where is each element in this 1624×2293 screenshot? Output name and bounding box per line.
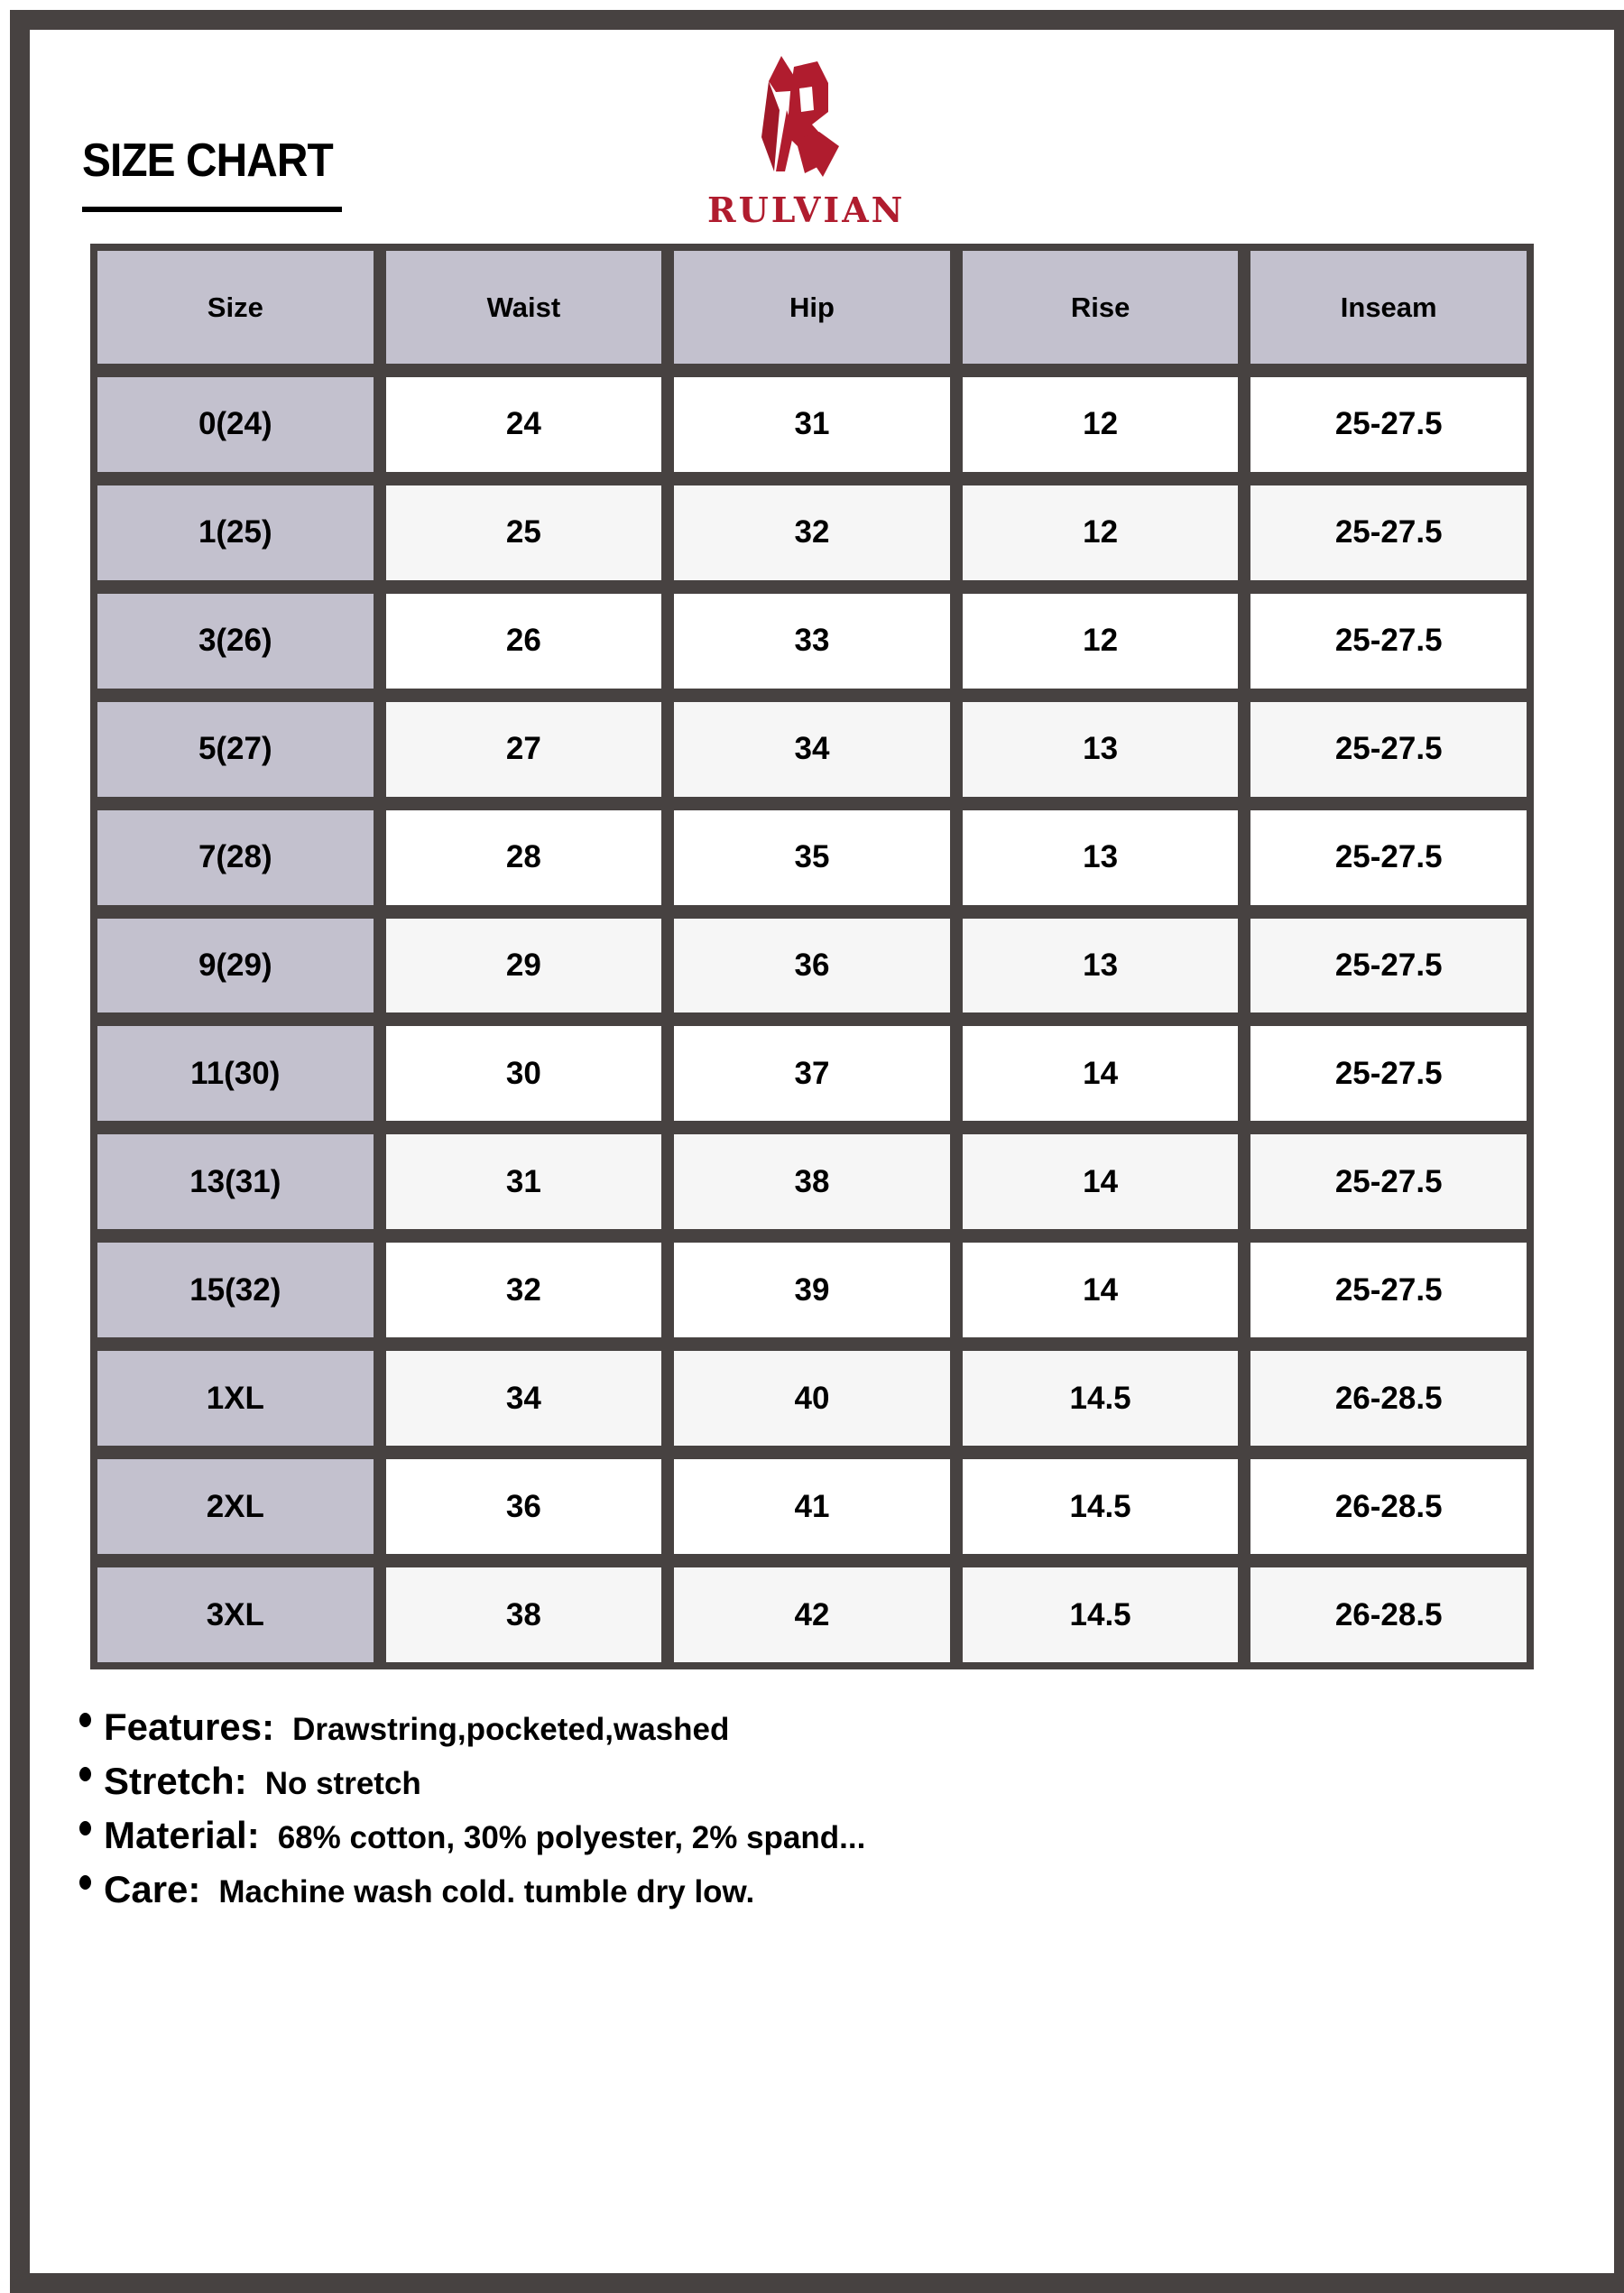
table-cell-waist: 26: [385, 593, 662, 689]
size-chart-table: Size Waist Hip Rise Inseam 0(24) 24 31 12 25-27.5…: [90, 244, 1534, 1669]
table-cell-hip: 38: [674, 1134, 950, 1230]
table-cell-inseam: 25-27.5: [1250, 1026, 1527, 1122]
table-cell-waist: 27: [385, 701, 662, 797]
info-label: Material:: [104, 1814, 260, 1856]
product-info-list: Features: Drawstring,pocketed,washed Stret…: [79, 1706, 865, 1922]
table-cell-rise: 14.5: [962, 1351, 1239, 1447]
table-cell-rise: 14: [962, 1243, 1239, 1338]
info-item: Stretch: No stretch: [79, 1760, 865, 1814]
table-cell-inseam: 25-27.5: [1250, 1134, 1527, 1230]
table-cell-waist: 38: [385, 1567, 662, 1662]
table-cell-hip: 37: [674, 1026, 950, 1122]
table-cell-waist: 24: [385, 377, 662, 472]
info-value: 68% cotton, 30% polyester, 2% spand...: [277, 1820, 866, 1855]
bullet-icon: [79, 1713, 91, 1727]
info-value: Machine wash cold. tumble dry low.: [218, 1874, 755, 1909]
column-header-size: Size: [97, 251, 374, 364]
info-item: Material: 68% cotton, 30% polyester, 2% s…: [79, 1814, 865, 1868]
column-header-rise: Rise: [962, 251, 1239, 364]
table-cell-rise: 14.5: [962, 1459, 1239, 1555]
table-cell-rise: 12: [962, 485, 1239, 580]
table-cell-waist: 31: [385, 1134, 662, 1230]
info-item: Care: Machine wash cold. tumble dry low.: [79, 1868, 865, 1922]
size-label-cell: 3(26): [97, 593, 374, 689]
size-label-cell: 13(31): [97, 1134, 374, 1230]
table-cell-hip: 33: [674, 593, 950, 689]
info-label: Features:: [104, 1706, 275, 1748]
table-cell-waist: 32: [385, 1243, 662, 1338]
size-label-cell: 11(30): [97, 1026, 374, 1122]
column-header-waist: Waist: [385, 251, 662, 364]
table-cell-inseam: 25-27.5: [1250, 701, 1527, 797]
table-cell-inseam: 25-27.5: [1250, 377, 1527, 472]
column-header-hip: Hip: [674, 251, 950, 364]
table-cell-inseam: 25-27.5: [1250, 918, 1527, 1013]
table-cell-waist: 30: [385, 1026, 662, 1122]
r-logo-icon: [761, 56, 839, 177]
size-label-cell: 0(24): [97, 377, 374, 472]
table-cell-inseam: 26-28.5: [1250, 1459, 1527, 1555]
size-label-cell: 7(28): [97, 809, 374, 905]
brand-name: RULVIAN: [707, 190, 906, 230]
size-label-cell: 1(25): [97, 485, 374, 580]
table-cell-hip: 41: [674, 1459, 950, 1555]
table-cell-rise: 13: [962, 918, 1239, 1013]
table-cell-hip: 42: [674, 1567, 950, 1662]
table-cell-hip: 34: [674, 701, 950, 797]
table-cell-rise: 12: [962, 377, 1239, 472]
table-cell-rise: 14: [962, 1134, 1239, 1230]
table-cell-waist: 25: [385, 485, 662, 580]
size-label-cell: 2XL: [97, 1459, 374, 1555]
table-cell-waist: 29: [385, 918, 662, 1013]
table-cell-inseam: 26-28.5: [1250, 1567, 1527, 1662]
size-label-cell: 5(27): [97, 701, 374, 797]
bullet-icon: [79, 1767, 91, 1781]
table-cell-inseam: 25-27.5: [1250, 593, 1527, 689]
info-value: No stretch: [264, 1766, 421, 1801]
table-cell-inseam: 25-27.5: [1250, 1243, 1527, 1338]
page-title: SIZE CHART: [82, 134, 334, 187]
table-cell-hip: 35: [674, 809, 950, 905]
column-header-inseam: Inseam: [1250, 251, 1527, 364]
table-cell-inseam: 26-28.5: [1250, 1351, 1527, 1447]
table-cell-hip: 40: [674, 1351, 950, 1447]
size-label-cell: 1XL: [97, 1351, 374, 1447]
info-label: Stretch:: [104, 1760, 247, 1802]
info-label: Care:: [104, 1868, 201, 1910]
table-cell-waist: 34: [385, 1351, 662, 1447]
table-cell-hip: 31: [674, 377, 950, 472]
size-label-cell: 15(32): [97, 1243, 374, 1338]
size-label-cell: 9(29): [97, 918, 374, 1013]
table-cell-rise: 12: [962, 593, 1239, 689]
info-item: Features: Drawstring,pocketed,washed: [79, 1706, 865, 1760]
title-underline: [82, 207, 342, 212]
table-cell-waist: 36: [385, 1459, 662, 1555]
table-cell-inseam: 25-27.5: [1250, 809, 1527, 905]
table-cell-hip: 39: [674, 1243, 950, 1338]
table-cell-rise: 14: [962, 1026, 1239, 1122]
bullet-icon: [79, 1821, 91, 1835]
size-label-cell: 3XL: [97, 1567, 374, 1662]
table-cell-rise: 13: [962, 701, 1239, 797]
table-cell-hip: 36: [674, 918, 950, 1013]
table-cell-inseam: 25-27.5: [1250, 485, 1527, 580]
table-cell-rise: 14.5: [962, 1567, 1239, 1662]
info-value: Drawstring,pocketed,washed: [292, 1712, 730, 1747]
table-cell-hip: 32: [674, 485, 950, 580]
table-cell-rise: 13: [962, 809, 1239, 905]
brand-logo: RULVIAN: [695, 56, 929, 230]
table-cell-waist: 28: [385, 809, 662, 905]
bullet-icon: [79, 1875, 91, 1890]
